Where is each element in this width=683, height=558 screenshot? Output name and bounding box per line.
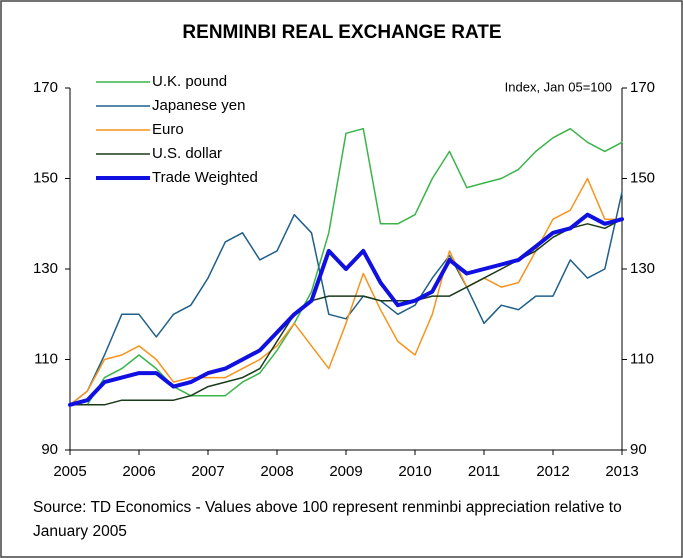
x-tick-label: 2010 xyxy=(398,463,431,480)
x-tick-label: 2006 xyxy=(122,463,155,480)
x-tick-label: 2012 xyxy=(536,463,569,480)
series-line xyxy=(69,218,623,406)
y2-tick-label: 130 xyxy=(630,260,655,277)
legend-label: Euro xyxy=(152,121,184,138)
y-tick-label: 150 xyxy=(33,169,58,186)
y2-tick-label: 90 xyxy=(630,441,647,458)
y-tick-label: 90 xyxy=(41,441,58,458)
legend-label: Trade Weighted xyxy=(152,169,258,186)
series-line xyxy=(69,127,623,406)
x-tick-label: 2009 xyxy=(329,463,362,480)
legend-label: U.S. dollar xyxy=(152,145,222,162)
y2-tick-label: 170 xyxy=(630,79,655,96)
y-tick-label: 130 xyxy=(33,260,58,277)
x-tick-label: 2005 xyxy=(53,463,86,480)
source-note: Source: TD Economics - Values above 100 … xyxy=(33,499,622,540)
x-tick-label: 2007 xyxy=(191,463,224,480)
y2-tick-label: 110 xyxy=(630,350,654,367)
series-line xyxy=(69,177,623,406)
series-line xyxy=(69,191,623,406)
x-tick-label: 2008 xyxy=(260,463,293,480)
x-tick-label: 2011 xyxy=(468,463,500,480)
x-tick-label: 2013 xyxy=(605,463,638,480)
legend-label: Japanese yen xyxy=(152,97,245,114)
y2-tick-label: 150 xyxy=(630,169,655,186)
y-tick-label: 170 xyxy=(33,79,58,96)
chart-title: RENMINBI REAL EXCHANGE RATE xyxy=(182,22,501,43)
legend-label: U.K. pound xyxy=(152,73,227,90)
y-tick-label: 110 xyxy=(34,350,58,367)
series-line xyxy=(68,212,624,407)
annotation: Index, Jan 05=100 xyxy=(505,79,612,94)
